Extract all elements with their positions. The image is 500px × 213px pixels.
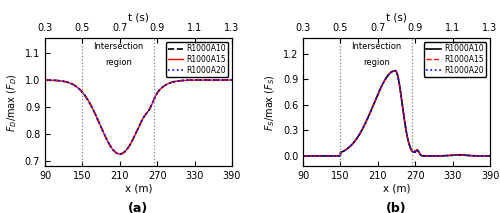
Text: region: region — [363, 58, 390, 66]
R1000A20 — [133, 131, 139, 134]
R1000A20 — [229, 79, 235, 81]
R1000A10 — [310, 155, 316, 157]
Line: R1000A15: R1000A15 — [45, 80, 232, 154]
R1000A10 — [133, 131, 139, 134]
R1000A15 — [392, 69, 398, 72]
R1000A15 — [310, 155, 316, 157]
R1000A20 — [190, 79, 196, 81]
R1000A20 — [448, 154, 454, 157]
Text: (b): (b) — [386, 202, 407, 213]
X-axis label: t (s): t (s) — [386, 13, 407, 23]
R1000A15 — [128, 142, 134, 144]
R1000A15 — [117, 153, 123, 155]
R1000A15 — [482, 155, 488, 157]
R1000A10 — [448, 154, 454, 157]
R1000A10 — [224, 79, 230, 81]
R1000A10 — [190, 79, 196, 81]
Text: (a): (a) — [128, 202, 148, 213]
X-axis label: t (s): t (s) — [128, 13, 149, 23]
R1000A20 — [42, 79, 48, 81]
R1000A20 — [224, 79, 230, 81]
R1000A10 — [42, 79, 48, 81]
R1000A15 — [52, 79, 58, 82]
R1000A10 — [52, 79, 58, 82]
R1000A10 — [482, 155, 488, 157]
Line: R1000A20: R1000A20 — [45, 80, 232, 154]
R1000A15 — [224, 79, 230, 81]
R1000A20 — [487, 155, 493, 157]
R1000A10 — [229, 79, 235, 81]
R1000A15 — [487, 155, 493, 157]
Text: Intersection: Intersection — [351, 42, 402, 51]
R1000A10 — [487, 155, 493, 157]
R1000A15 — [482, 155, 488, 157]
X-axis label: x (m): x (m) — [383, 184, 410, 194]
R1000A20 — [224, 79, 230, 81]
R1000A15 — [190, 79, 196, 81]
R1000A10 — [300, 155, 306, 157]
R1000A20 — [300, 155, 306, 157]
R1000A15 — [133, 131, 139, 134]
Legend: R1000A10, R1000A15, R1000A20: R1000A10, R1000A15, R1000A20 — [424, 42, 486, 77]
R1000A20 — [392, 69, 398, 72]
R1000A15 — [300, 155, 306, 157]
R1000A20 — [482, 155, 488, 157]
R1000A10 — [386, 73, 392, 76]
R1000A20 — [482, 155, 488, 157]
R1000A20 — [128, 142, 134, 144]
Line: R1000A10: R1000A10 — [303, 71, 490, 156]
R1000A10 — [117, 153, 123, 155]
R1000A15 — [386, 73, 392, 76]
R1000A20 — [310, 155, 316, 157]
R1000A10 — [128, 142, 134, 144]
Text: Intersection: Intersection — [93, 42, 144, 51]
R1000A10 — [391, 70, 397, 72]
R1000A15 — [448, 154, 454, 157]
Y-axis label: $F_S$/max ($F_S$): $F_S$/max ($F_S$) — [264, 74, 277, 131]
R1000A20 — [117, 153, 123, 155]
R1000A10 — [224, 79, 230, 81]
Text: region: region — [105, 58, 132, 66]
R1000A20 — [386, 73, 392, 76]
R1000A10 — [482, 155, 488, 157]
R1000A15 — [42, 79, 48, 81]
R1000A10 — [392, 69, 398, 72]
Line: R1000A20: R1000A20 — [303, 71, 490, 156]
R1000A15 — [391, 70, 397, 72]
R1000A15 — [224, 79, 230, 81]
Line: R1000A10: R1000A10 — [45, 80, 232, 154]
X-axis label: x (m): x (m) — [124, 184, 152, 194]
Y-axis label: $F_D$/max ($F_D$): $F_D$/max ($F_D$) — [6, 73, 19, 132]
R1000A20 — [52, 79, 58, 82]
R1000A20 — [391, 70, 397, 72]
R1000A15 — [229, 79, 235, 81]
Legend: R1000A10, R1000A15, R1000A20: R1000A10, R1000A15, R1000A20 — [166, 42, 228, 77]
Line: R1000A15: R1000A15 — [303, 71, 490, 156]
